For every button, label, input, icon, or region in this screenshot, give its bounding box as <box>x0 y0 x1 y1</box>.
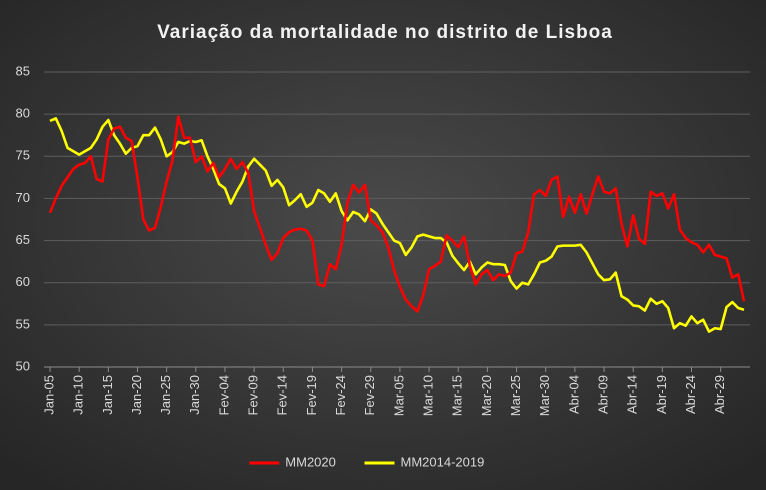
x-tick-label: Abr-24 <box>683 375 698 414</box>
y-tick-label: 70 <box>16 190 30 205</box>
x-tick-label: Fev-29 <box>362 375 377 415</box>
x-tick-label: Abr-29 <box>712 375 727 414</box>
legend: MM2020 MM2014-2019 <box>249 454 484 469</box>
x-tick-label: Abr-09 <box>595 375 610 414</box>
chart-title: Variação da mortalidade no distrito de L… <box>157 22 613 43</box>
x-tick-label: Abr-14 <box>625 375 640 414</box>
x-tick-label: Mar-05 <box>391 375 406 416</box>
y-tick-label: 85 <box>16 63 30 78</box>
x-tick-label: Fev-04 <box>216 375 231 415</box>
x-tick-label: Mar-20 <box>479 375 494 416</box>
x-tick-label: Mar-10 <box>421 375 436 416</box>
y-tick-label: 75 <box>16 148 30 163</box>
x-tick-label: Fev-19 <box>304 375 319 415</box>
x-tick-label: Fev-09 <box>246 375 261 415</box>
x-tick-label: Jan-10 <box>71 375 86 415</box>
series-line <box>48 115 746 313</box>
x-tick-label: Abr-04 <box>566 375 581 414</box>
x-tick-label: Jan-30 <box>187 375 202 415</box>
y-tick-label: 60 <box>16 274 30 289</box>
y-tick-label: 80 <box>16 106 30 121</box>
x-tick-label: Mar-30 <box>537 375 552 416</box>
y-tick-label: 50 <box>16 358 30 373</box>
x-tick-label: Fev-14 <box>275 375 290 415</box>
legend-label: MM2014-2019 <box>401 454 485 469</box>
x-tick-label: Jan-05 <box>41 375 56 415</box>
x-tick-label: Fev-24 <box>333 375 348 415</box>
x-tick-label: Jan-20 <box>129 375 144 415</box>
x-tick-label: Mar-25 <box>508 375 523 416</box>
x-tick-label: Mar-15 <box>450 375 465 416</box>
y-tick-label: 55 <box>16 316 30 331</box>
x-tick-label: Jan-15 <box>100 375 115 415</box>
legend-label: MM2020 <box>285 454 336 469</box>
series-line <box>49 117 745 333</box>
y-tick-label: 65 <box>16 232 30 247</box>
x-tick-label: Jan-25 <box>158 375 173 415</box>
plot <box>48 115 746 333</box>
x-tick-label: Abr-19 <box>654 375 669 414</box>
